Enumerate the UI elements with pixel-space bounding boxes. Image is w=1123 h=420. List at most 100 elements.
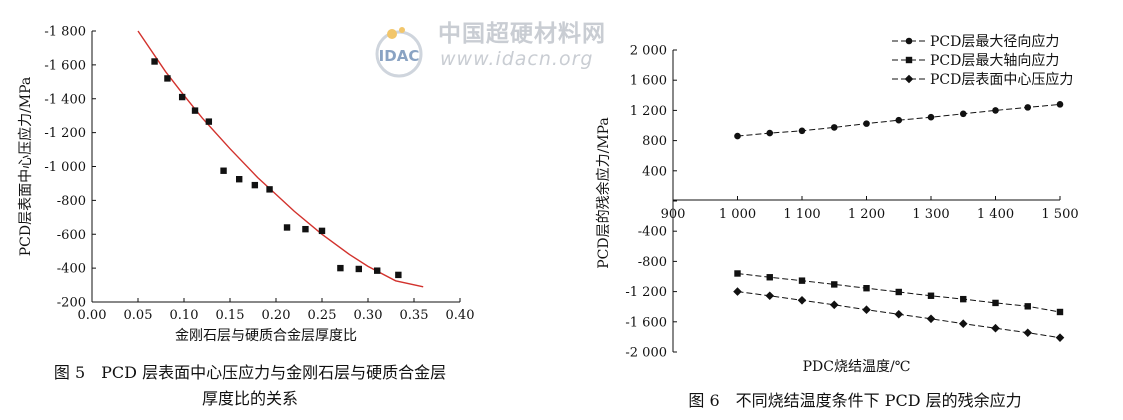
figure6-series-circle [734, 101, 1064, 140]
figure5-y-tick-label: -800 [57, 194, 86, 209]
figure6-legend-marker [904, 74, 914, 84]
figure6-data-point [765, 291, 775, 301]
figure6-x-tick-label: 1 500 [1041, 207, 1078, 222]
figure6-y-tick-label: -1 600 [625, 315, 667, 330]
figure6-data-point [894, 309, 904, 319]
figure6-data-point [862, 305, 871, 315]
figure6-data-point [831, 281, 838, 288]
figure5-data-point [205, 118, 213, 125]
figure5-x-tick-label: 0.35 [400, 308, 429, 323]
figure6-data-point [830, 124, 838, 131]
figure6-y-tick-label: 800 [642, 134, 667, 149]
figure6-data-point [958, 319, 968, 328]
figure5-data-point [318, 227, 326, 235]
figure6-data-point [798, 277, 806, 284]
figure6-data-point [895, 116, 903, 124]
figure5-y-tick-label: -1 600 [44, 58, 86, 73]
figure5-data-point [302, 225, 309, 233]
figure5-fit-curve [137, 30, 424, 288]
figure6-data-point [1024, 303, 1031, 310]
figure5-data-point [374, 267, 381, 274]
figure5-y-axis-label: PCD层表面中心压应力/MPa [17, 77, 34, 257]
figure6-legend-label: PCD层最大轴向应力 [930, 52, 1059, 69]
figure6-y-tick-label: 400 [642, 164, 667, 179]
figure5-data-point [178, 93, 186, 101]
watermark-url: www.idacn.org [440, 48, 594, 70]
figure6-data-point [863, 120, 870, 127]
figure6-y-tick-label: 2 000 [630, 44, 667, 59]
figure6-data-point [798, 127, 806, 135]
watermark: IDAC 中国超硬材料网 www.idacn.org [368, 14, 648, 84]
figure6-series-diamond [733, 287, 1065, 342]
figure6-y-ticks: 2 000 1 600 1 200 800 400 -400 -800 -1 200 -1 60… [625, 44, 677, 361]
figure6-y-tick-label: -1 200 [625, 285, 667, 300]
figure6-legend-item: PCD层表面中心压应力 [892, 71, 1073, 88]
figure5-data-point [251, 181, 259, 189]
figure6-legend-item: PCD层最大径向应力 [892, 33, 1059, 50]
figure5-x-axis-label: 金刚石层与硬质合金层厚度比 [175, 328, 357, 344]
figure6-x-tick-label: 1 200 [848, 207, 885, 222]
figure6-data-point [863, 285, 870, 292]
figure6-data-point [1055, 333, 1065, 342]
figure6-legend-marker [905, 56, 913, 64]
figure5-data-point [395, 271, 402, 279]
figure6-y-tick-label: -400 [638, 225, 667, 240]
figure6-data-point [959, 110, 967, 118]
figure6-y-tick-label: 1 600 [630, 74, 667, 89]
figure6-x-tick-label: 1 000 [719, 207, 756, 222]
figure6-legend-item: PCD层最大轴向应力 [892, 52, 1059, 69]
figure6-legend-label: PCD层最大径向应力 [930, 33, 1059, 50]
figure5-data-point [191, 107, 199, 114]
figure6-legend-label: PCD层表面中心压应力 [930, 71, 1073, 88]
figure6-y-tick-label: -800 [638, 255, 667, 270]
figure5-axes [91, 31, 460, 303]
figure5-x-tick-label: 0.05 [124, 308, 153, 323]
figure5-x-tick-label: 0.40 [446, 308, 475, 323]
idac-logo-icon: IDAC [375, 27, 423, 78]
figure5-x-tick-label: 0.25 [308, 308, 337, 323]
figure5-y-tick-label: -400 [57, 262, 86, 277]
figure5-data-point [164, 75, 171, 82]
figure5-x-tick-label: 0.00 [78, 308, 107, 323]
figure5-y-tick-label: -1 200 [44, 126, 86, 141]
figure5-x-tick-label: 0.15 [216, 308, 245, 323]
figure5-data-point [355, 265, 362, 273]
figure6-x-tick-label: 900 [661, 207, 686, 222]
figure6-y-axis-label: PCD层的残余应力/MPa [595, 117, 612, 269]
figure5-data-point [266, 186, 273, 193]
figure5-data-point [151, 58, 158, 65]
figure5-y-ticks: -1 800 -1 600 -1 400 -1 200 -1 000 -800 -600 -4… [44, 25, 96, 311]
figure6-x-tick-label: 1 100 [783, 207, 820, 222]
figure6-data-point [766, 274, 773, 281]
figure6-x-ticks: 900 1 000 1 100 1 200 1 300 1 400 1 500 [661, 196, 1079, 222]
figure6-data-point [1023, 328, 1033, 338]
figure5-y-tick-label: -200 [57, 296, 86, 311]
figure6-y-tick-label: 1 200 [630, 104, 667, 119]
figure6-data-point [733, 287, 742, 296]
figure5-caption: 图 5 PCD 层表面中心压应力与金刚石层与硬质合金层 厚度比的关系 [0, 360, 500, 412]
figure6-data-point [797, 295, 807, 305]
figure6-data-point [992, 299, 999, 307]
figure6-x-tick-label: 1 300 [912, 207, 949, 222]
figure6-y-tick-label: -2 000 [625, 346, 667, 361]
figure6-data-point [991, 323, 1000, 333]
figure6-data-point [1024, 104, 1032, 111]
figure6-series-square [734, 270, 1064, 316]
figure6-data-point [992, 107, 999, 114]
figure5-data-point [220, 167, 227, 174]
figure6-data-point [926, 314, 936, 324]
figure6-data-point [895, 288, 902, 296]
figure6-caption: 图 6 不同烧结温度条件下 PCD 层的残余应力 [688, 391, 1022, 410]
figure6-data-point [734, 270, 741, 277]
figure5-x-tick-label: 0.30 [354, 308, 383, 323]
figure5-caption-line1: 图 5 PCD 层表面中心压应力与金刚石层与硬质合金层 [53, 363, 447, 382]
figure6-data-point [927, 113, 935, 121]
figure6-legend-marker [905, 37, 913, 45]
figure5-x-tick-label: 0.20 [262, 308, 291, 323]
figure6-x-tick-label: 1 400 [977, 207, 1014, 222]
figure5-caption-line2: 厚度比的关系 [201, 389, 298, 408]
figure5-y-tick-label: -1 000 [44, 160, 86, 175]
logo-text: IDAC [379, 47, 420, 65]
figure6-chart: 900 1 000 1 100 1 200 1 300 1 400 1 500 2 000 1… [595, 33, 1079, 375]
figure6-x-axis-label: PDC烧结温度/℃ [803, 359, 911, 375]
